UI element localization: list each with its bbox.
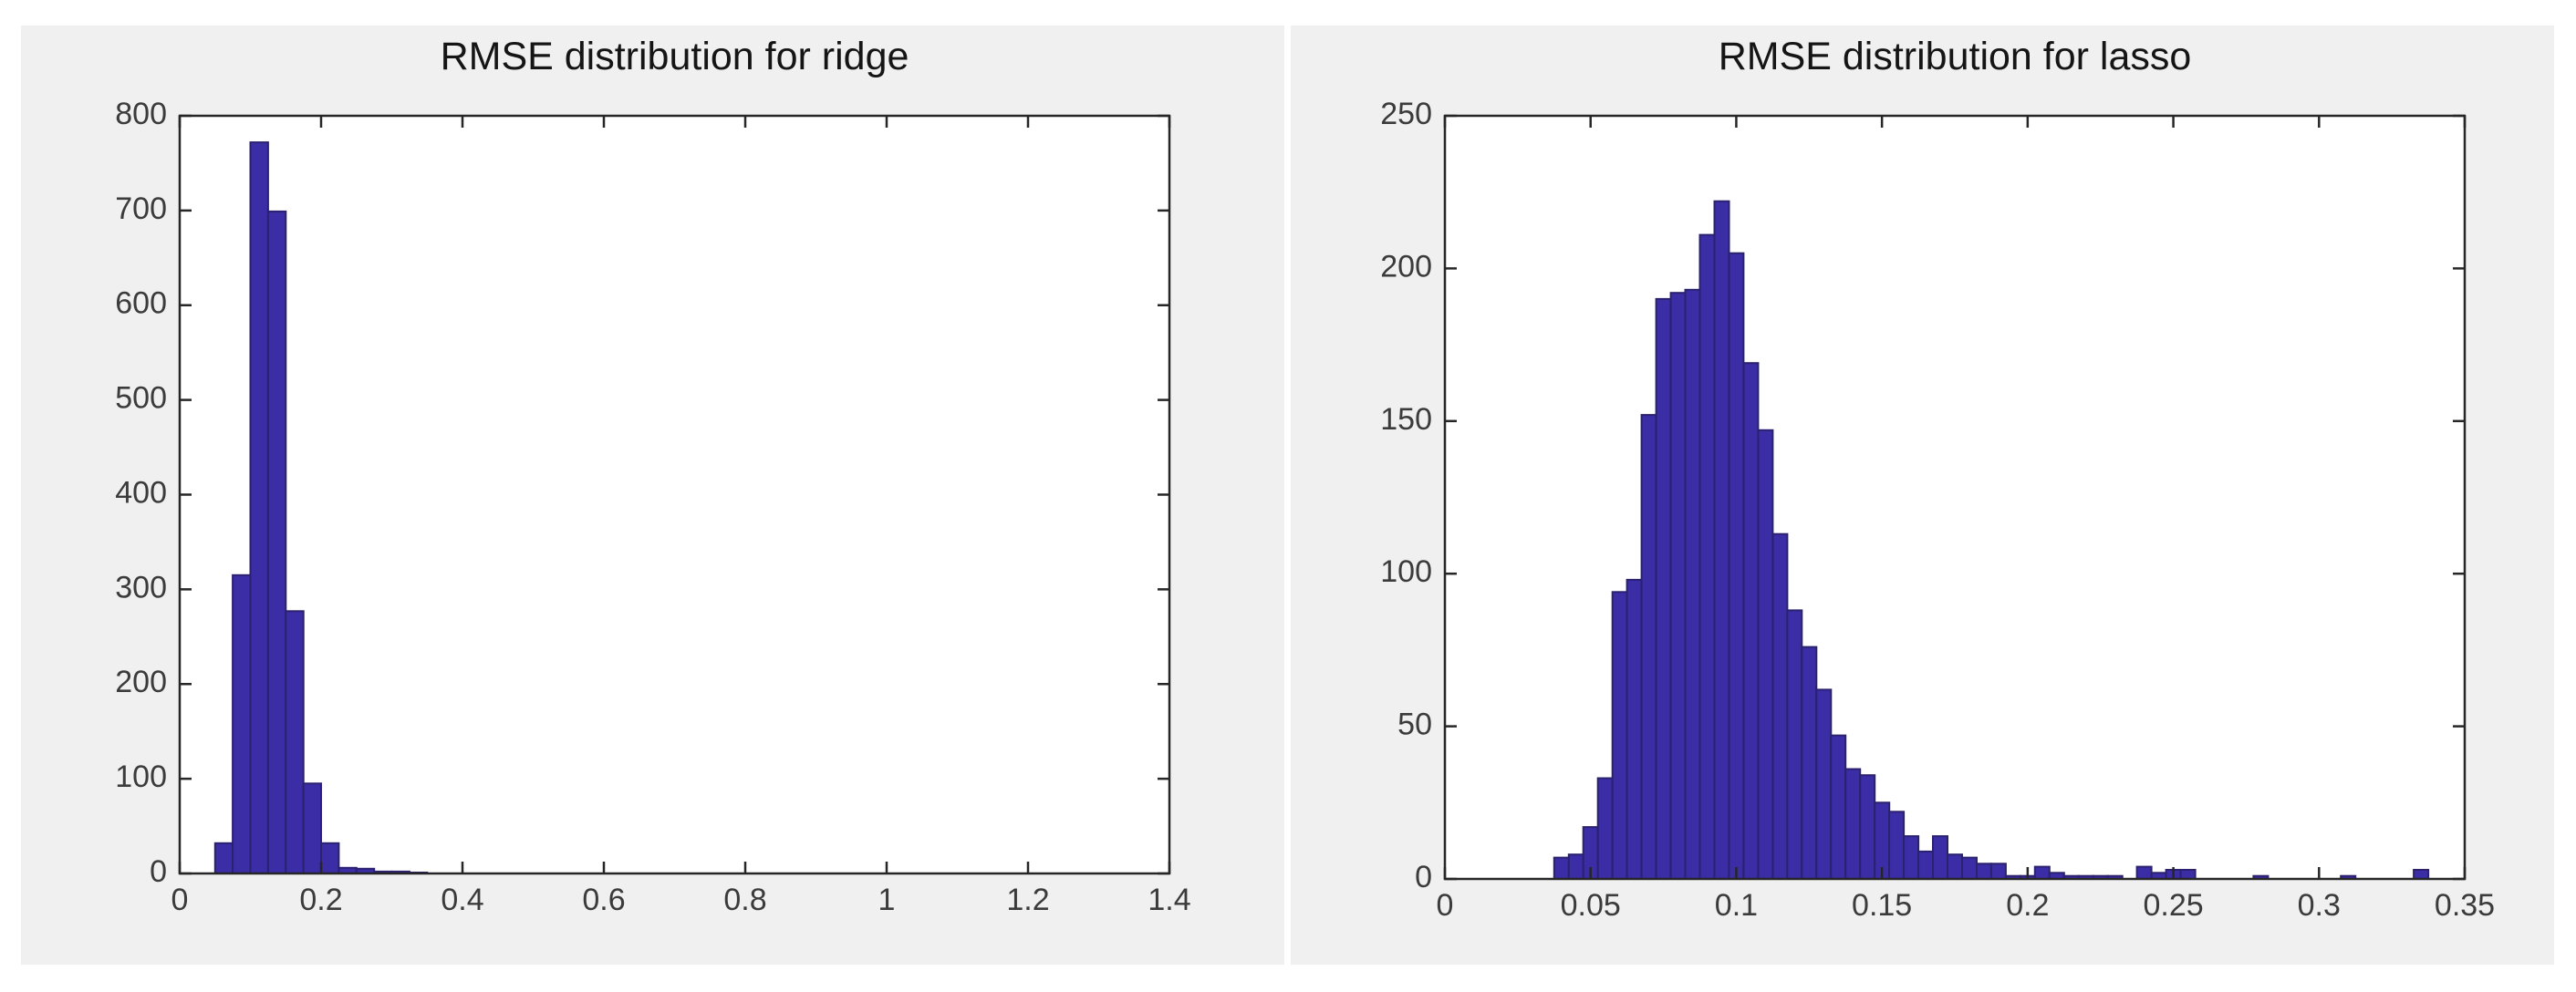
histogram-lasso: 0 0.05 0.1 0.15 0.2 0.25 0.3 0.35 0 50 100 150 200 25… [1380,97,2495,923]
histogram-bar [1786,609,1803,881]
y-tick-label: 500 [115,381,167,416]
histogram-bar [249,141,269,875]
x-tick-label: 0.4 [441,883,483,917]
histogram-bar [1830,734,1847,880]
x-tick-label: 0.35 [2435,888,2495,923]
x-tick-label: 0.3 [2298,888,2341,923]
histogram-bar [1698,233,1716,881]
y-tick-label: 400 [115,475,167,510]
histogram-bar [1771,532,1789,880]
x-tick-label: 0.25 [2143,888,2203,923]
histogram-bar [1947,853,1963,881]
bars-group [1553,200,2430,881]
x-tick-label: 0.2 [299,883,342,917]
y-tick-label: 700 [115,191,167,226]
x-tick-label: 0.2 [2006,888,2049,923]
histogram-bar [2033,865,2051,880]
histogram-bar [1596,777,1614,880]
histogram-bar [1713,200,1730,880]
plot-area [180,116,1169,873]
histogram-bar [213,842,234,874]
y-tick-label: 0 [1415,860,1432,894]
histogram-bar [1917,850,1935,881]
histogram-bar [2135,865,2153,880]
y-tick-label: 150 [1380,402,1432,437]
plot-area [1445,116,2465,879]
y-tick-label: 600 [115,286,167,321]
histogram-bar [285,610,305,874]
histogram-bar [1859,774,1876,881]
histogram-bar [266,210,287,874]
figure-panel-lasso: RMSE distribution for lasso 0 0.05 0.1 0.15… [1291,26,2554,965]
histogram-bar [2413,869,2430,880]
y-tick-label: 100 [1380,554,1432,589]
y-tick-label: 50 [1397,708,1432,742]
chart-title-lasso: RMSE distribution for lasso [1718,35,2192,78]
x-tick-label: 0.15 [1852,888,1912,923]
x-tick-label: 1 [878,883,896,917]
axes-box [1443,114,2467,881]
histogram-bar [1757,429,1774,880]
histogram-bar [1742,362,1760,880]
y-tick-label: 200 [115,665,167,699]
y-tick-label: 250 [1380,97,1432,131]
y-tick-label: 800 [115,97,167,131]
histogram-bar [1567,853,1584,881]
figure-panel-ridge: RMSE distribution for ridge 0 0.2 0.4 0.6 0.… [21,26,1284,965]
x-tick-label: 0.05 [1561,888,1621,923]
histogram-bar [1888,811,1906,880]
histogram-bar [1611,591,1628,880]
x-tick-label: 0.6 [582,883,625,917]
histogram-bar [1976,863,1992,880]
histogram-bar [1626,578,1643,881]
y-tick-label: 200 [1380,249,1432,284]
histogram-bar [1655,297,1672,880]
histogram-bar [1640,414,1657,880]
histogram-bar [302,782,323,874]
x-tick-label: 0 [171,883,189,917]
x-tick-label: 0.1 [1715,888,1758,923]
x-tick-label: 1.2 [1006,883,1049,917]
y-tick-label: 0 [150,854,167,889]
histogram-ridge: 0 0.2 0.4 0.6 0.8 1 1.2 1.4 0 100 200 300 400 500 600 7… [115,97,1190,917]
y-tick-label: 300 [115,570,167,604]
histogram-bar [320,842,340,874]
histogram-bar [1961,856,1978,880]
histogram-bar [232,574,252,874]
histogram-bar [1669,292,1687,880]
histogram-bar [1684,288,1701,880]
bars-group [213,141,429,875]
histogram-bar [2179,869,2197,880]
x-tick-label: 0.8 [723,883,766,917]
chart-title-ridge: RMSE distribution for ridge [440,35,909,78]
histogram-bar [1903,835,1920,880]
histogram-bar [1844,768,1862,880]
histogram-bar [1989,863,2007,880]
histogram-bar [1728,252,1745,880]
histogram-bar [1815,688,1833,881]
x-tick-label: 1.4 [1148,883,1190,917]
histogram-bar [1932,835,1948,880]
histogram-bar [1553,856,1570,880]
y-tick-label: 100 [115,760,167,794]
histogram-bar [1801,646,1818,880]
x-tick-label: 0 [1437,888,1454,923]
